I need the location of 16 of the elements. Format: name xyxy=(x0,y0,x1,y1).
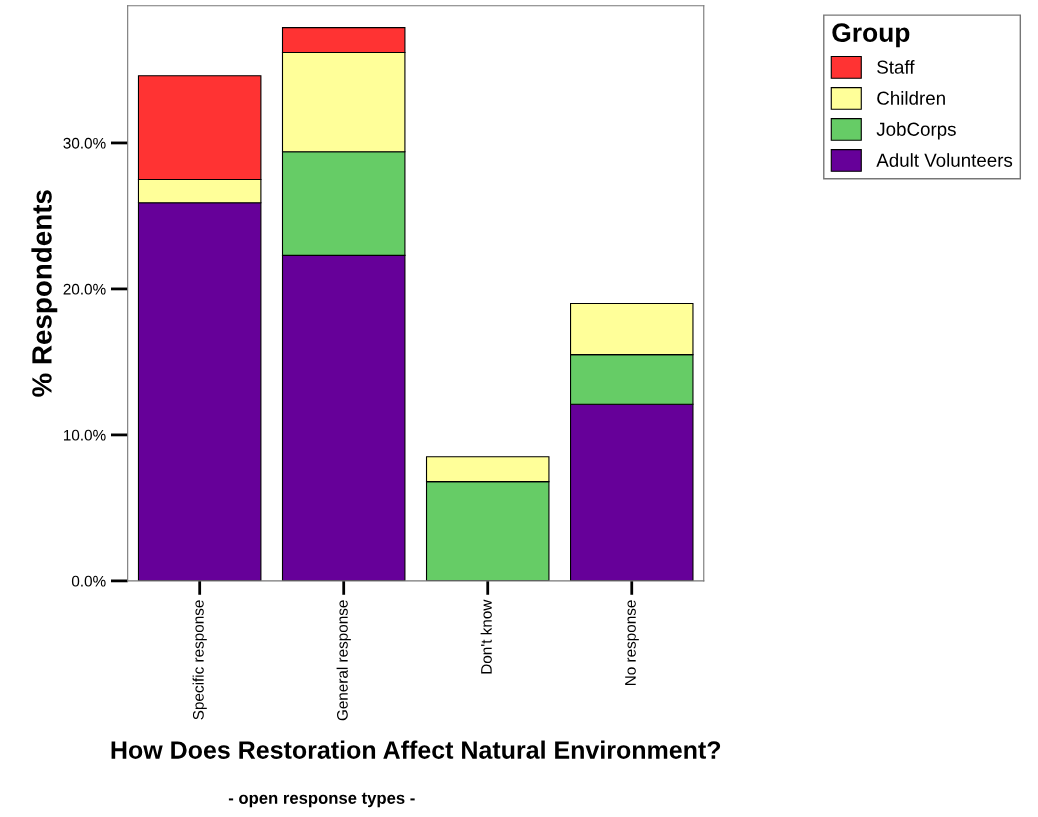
legend-label: JobCorps xyxy=(876,122,956,140)
y-axis-title: % Respondents xyxy=(31,190,58,397)
x-tick-label: Don't know xyxy=(480,599,492,674)
legend-title: Group xyxy=(832,23,910,48)
y-tick-label: 30.0% xyxy=(63,137,106,149)
legend-label: Children xyxy=(877,91,945,105)
x-tick-label: General response xyxy=(336,600,351,721)
text: - open response types - xyxy=(228,792,415,808)
y-tick-label: 10.0% xyxy=(63,429,106,441)
y-tick-label: 20.0% xyxy=(63,283,106,295)
legend-label: Staff xyxy=(877,60,915,74)
legend-label: Adult Volunteers xyxy=(876,153,1013,167)
x-tick-label: No response xyxy=(625,600,639,685)
x-axis-title: How Does Restoration Affect Natural Environment? xyxy=(111,740,721,759)
y-tick-label: 0.0% xyxy=(71,575,106,587)
x-tick-label: Specific response xyxy=(192,600,207,720)
